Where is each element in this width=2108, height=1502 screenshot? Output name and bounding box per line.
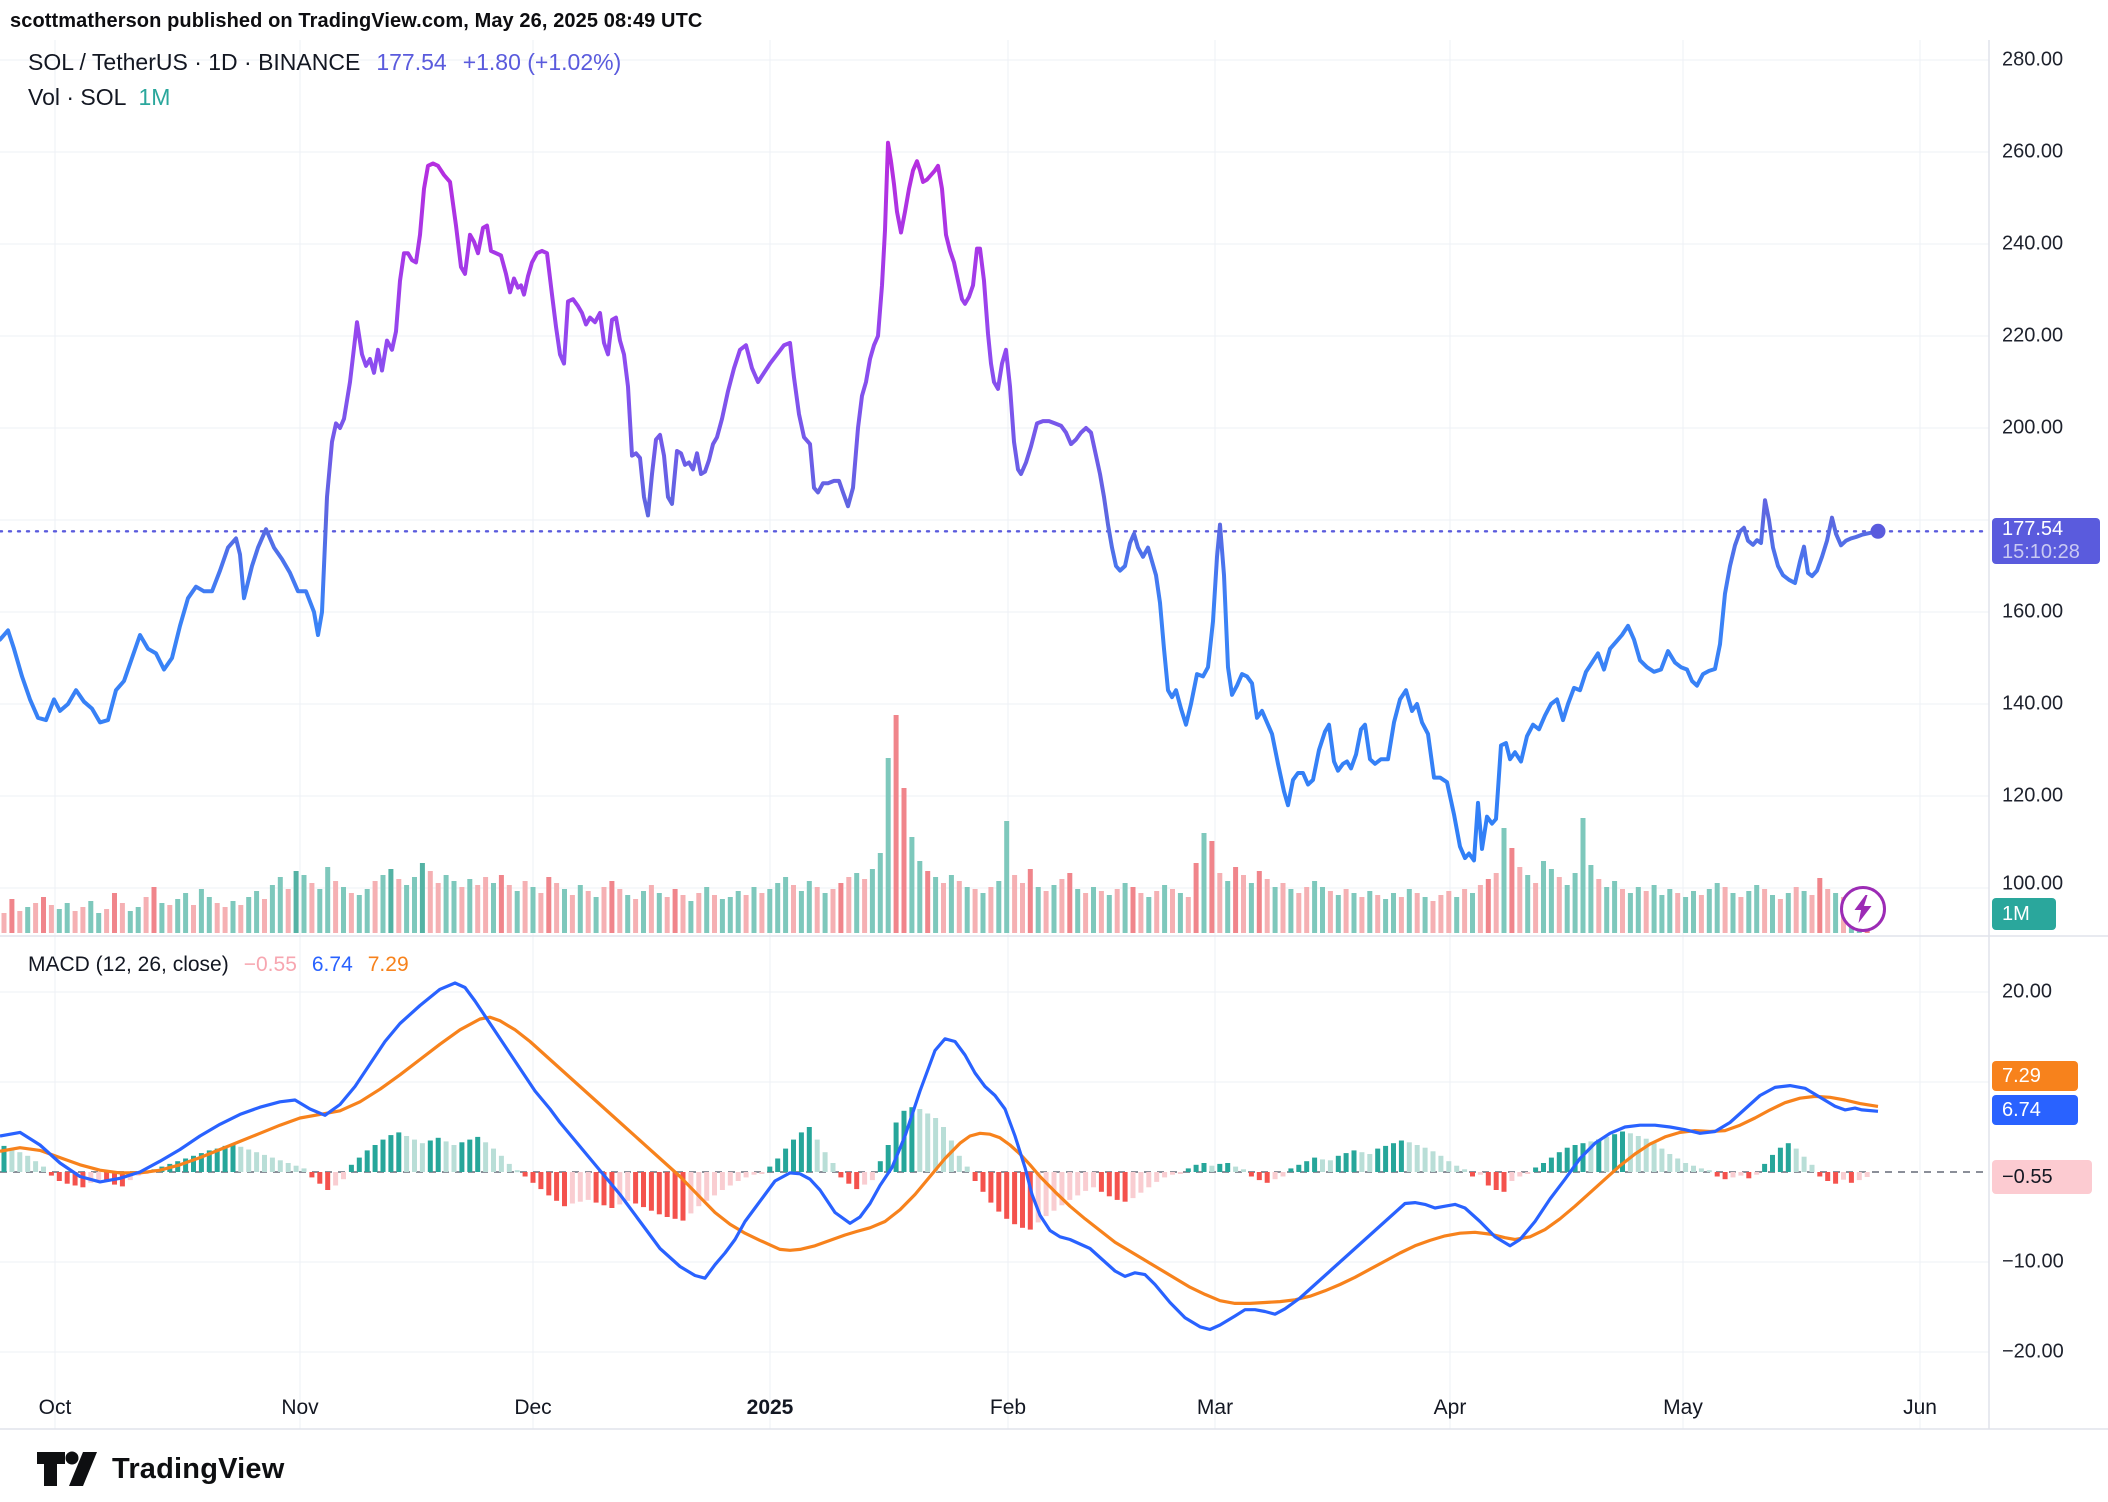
time-tick-label: 2025 [746,1396,794,1419]
macd-hist-value: −0.55 [243,953,297,976]
macd-line-badge-value: 6.74 [2002,1098,2041,1121]
volume-badge: 1M [1992,898,2056,930]
price-tick-label: 240.00 [2002,232,2064,255]
last-price-badge: 177.54 15:10:28 [1992,518,2100,564]
time-tick-label: Jun [1903,1396,1937,1419]
price-tick-label: 100.00 [2002,872,2064,895]
macd-signal-badge: 7.29 [1992,1061,2078,1091]
macd-legend[interactable]: MACD (12, 26, close) −0.55 6.74 7.29 [28,953,409,977]
macd-hist-badge-value: −0.55 [2002,1165,2053,1188]
macd-tick-label: −10.00 [2002,1250,2064,1273]
price-tick-label: 200.00 [2002,416,2064,439]
brand-name: TradingView [112,1452,285,1485]
price-tick-label: 280.00 [2002,48,2064,71]
time-tick-label: May [1663,1396,1703,1419]
legend-last-price: 177.54 [376,49,447,75]
macd-signal-badge-value: 7.29 [2002,1064,2041,1087]
time-tick-label: Dec [514,1396,552,1419]
lightning-bolt-icon [1854,895,1872,923]
price-series [0,140,1991,863]
macd-line-value: 6.74 [311,953,353,976]
volume-series [1,715,1870,933]
price-tick-label: 120.00 [2002,784,2064,807]
price-tick-label: 140.00 [2002,692,2064,715]
time-tick-label: Mar [1196,1396,1234,1419]
price-tick-label: 160.00 [2002,600,2064,623]
macd-tick-label: 20.00 [2002,980,2053,1003]
time-tick-label: Feb [989,1396,1027,1419]
macd-legend-label: MACD (12, 26, close) [28,953,229,976]
bar-countdown: 15:10:28 [2002,541,2080,563]
last-price-badge-value: 177.54 [2002,518,2064,540]
volume-legend-value: 1M [138,84,171,110]
macd-tick-label: −20.00 [2002,1340,2064,1363]
time-tick-label: Nov [281,1396,319,1419]
macd-hist-badge: −0.55 [1992,1160,2092,1194]
volume-legend-label: Vol · SOL [28,84,127,110]
macd-signal-value: 7.29 [367,953,409,976]
brand-footer[interactable]: TradingView [36,1448,285,1490]
symbol-legend[interactable]: SOL / TetherUS · 1D · BINANCE 177.54 +1.… [28,49,621,76]
instant-order-button[interactable] [1840,886,1886,932]
legend-change: +1.80 (+1.02%) [462,49,622,75]
published-note: scottmatherson published on TradingView.… [10,10,703,32]
macd-line-badge: 6.74 [1992,1095,2078,1125]
time-tick-label: Oct [38,1396,72,1419]
tradingview-logo-icon [37,1451,97,1486]
price-tick-label: 220.00 [2002,324,2064,347]
time-tick-label: Apr [1433,1396,1467,1419]
volume-legend[interactable]: Vol · SOL 1M [28,84,170,111]
macd-pane [0,981,1989,1332]
volume-badge-value: 1M [2002,902,2030,925]
symbol-title: SOL / TetherUS · 1D · BINANCE [28,49,361,75]
price-tick-label: 260.00 [2002,140,2064,163]
